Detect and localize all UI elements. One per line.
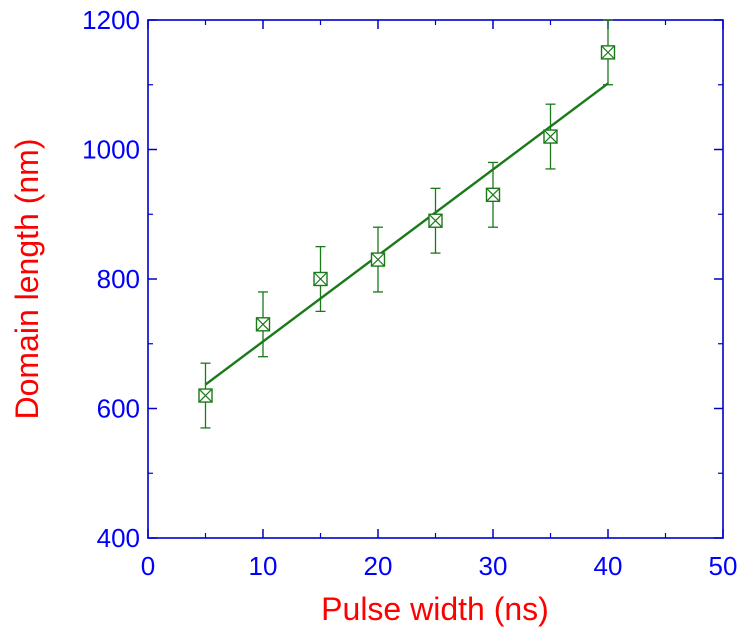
x-tick-label: 10 bbox=[249, 551, 278, 581]
x-tick-label: 30 bbox=[479, 551, 508, 581]
data-point bbox=[198, 362, 213, 429]
data-point bbox=[600, 19, 616, 86]
marker-cross-b bbox=[371, 252, 385, 267]
data-point bbox=[370, 226, 386, 293]
plot-frame bbox=[147, 19, 724, 539]
x-tick-label: 40 bbox=[594, 551, 623, 581]
marker-cross-b bbox=[256, 317, 270, 332]
marker-cross-b bbox=[543, 129, 558, 144]
x-tick-label: 0 bbox=[141, 551, 155, 581]
marker-cross-b bbox=[313, 272, 328, 286]
y-tick-label: 800 bbox=[97, 264, 140, 294]
y-tick-label: 400 bbox=[97, 523, 140, 553]
data-point bbox=[428, 187, 443, 254]
marker-cross-b bbox=[601, 45, 615, 60]
x-axis-title: Pulse width (ns) bbox=[321, 591, 549, 627]
y-tick-label: 1200 bbox=[82, 5, 140, 35]
marker-cross-b bbox=[486, 187, 500, 202]
tick-labels: 0 10 20 30 40 50 400 600 800 1000 1200 bbox=[82, 5, 737, 581]
y-axis-title: Domain length (nm) bbox=[9, 139, 45, 420]
data-points bbox=[198, 19, 616, 429]
y-tick-label: 600 bbox=[97, 394, 140, 424]
fit-line bbox=[204, 82, 609, 386]
data-point bbox=[313, 245, 328, 313]
data-point bbox=[485, 161, 501, 228]
marker-cross-b bbox=[198, 388, 213, 403]
x-tick-label: 50 bbox=[709, 551, 738, 581]
y-tick-label: 1000 bbox=[82, 135, 140, 165]
axis-ticks bbox=[147, 19, 724, 539]
marker-cross-b bbox=[428, 213, 443, 228]
fit-line-group bbox=[204, 82, 609, 386]
data-point bbox=[255, 291, 271, 358]
x-tick-label: 20 bbox=[364, 551, 393, 581]
data-point bbox=[543, 103, 558, 170]
